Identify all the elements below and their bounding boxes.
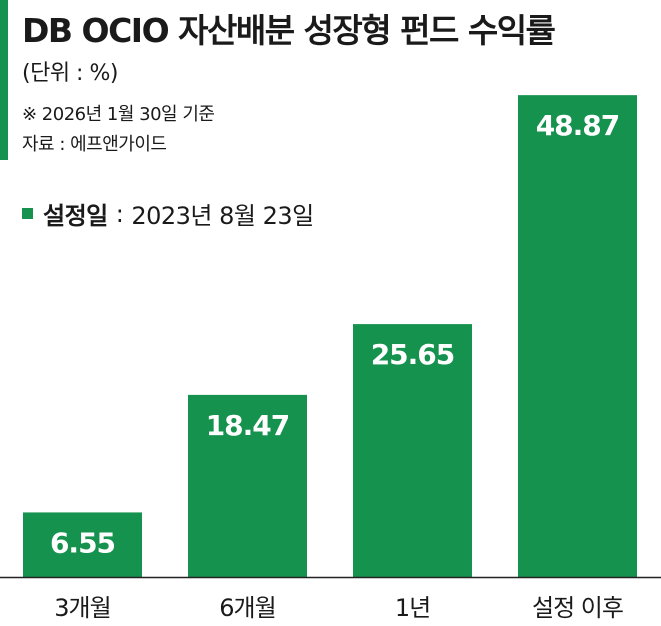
bar-value-label: 25.65 <box>371 338 455 371</box>
inception-date-value: 2023년 8월 23일 <box>131 202 314 230</box>
source-label: 자료 : 에프앤가이드 <box>22 134 167 155</box>
unit-label: (단위 : %) <box>22 61 118 86</box>
category-tick-label: 3개월 <box>54 594 110 622</box>
category-tick-label: 1년 <box>395 594 430 622</box>
inception-date-label: 설정일 <box>43 202 108 230</box>
bar <box>23 512 142 577</box>
category-tick-label: 설정 이후 <box>532 594 623 622</box>
accent-bar <box>0 0 8 160</box>
reference-date-note: ※ 2026년 1월 30일 기준 <box>22 104 215 125</box>
inception-date-legend: 설정일 : 2023년 8월 23일 <box>22 196 314 231</box>
chart-title: DB OCIO 자산배분 성장형 펀드 수익률 <box>22 11 556 50</box>
legend-square-icon <box>22 208 33 219</box>
bar-value-label: 6.55 <box>50 526 115 559</box>
category-tick-label: 6개월 <box>219 594 275 622</box>
bar <box>188 394 307 577</box>
bar <box>518 95 637 578</box>
bar-value-label: 18.47 <box>206 409 290 442</box>
bar-value-label: 48.87 <box>536 109 620 142</box>
bar <box>353 324 472 577</box>
legend-separator: : <box>115 199 124 228</box>
